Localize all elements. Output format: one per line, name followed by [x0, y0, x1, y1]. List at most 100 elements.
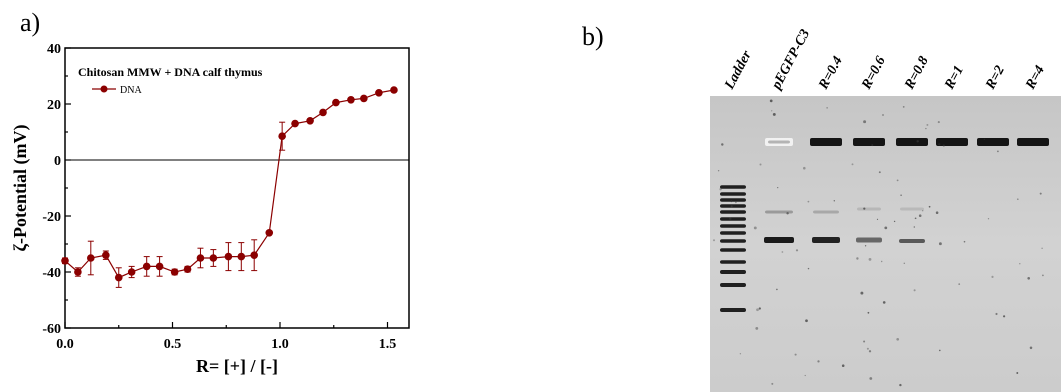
x-axis-label: R= [+] / [-] — [196, 356, 278, 376]
data-point — [209, 254, 218, 262]
gel-speck — [991, 275, 994, 278]
x-tick-label: 0.0 — [56, 337, 74, 352]
gel-speck — [922, 210, 924, 212]
data-point — [183, 265, 192, 274]
faint-band — [900, 207, 924, 211]
gel-speck — [996, 150, 999, 153]
legend-marker — [100, 85, 108, 93]
ladder-band — [720, 239, 746, 243]
gel-speck — [938, 143, 941, 146]
gel-speck — [1019, 263, 1021, 265]
gel-speck — [771, 382, 774, 385]
data-point — [237, 252, 246, 261]
gel-speck — [882, 114, 884, 116]
gel-speck — [719, 188, 722, 191]
lane-label: Ladder — [722, 48, 755, 93]
data-point — [155, 262, 164, 271]
ladder-band — [720, 192, 746, 196]
ladder-band — [720, 224, 746, 228]
gel-speck — [882, 301, 886, 304]
gel-speck — [896, 337, 900, 341]
gel-speck — [755, 326, 759, 330]
gel-bands — [720, 138, 1049, 312]
data-point — [291, 119, 299, 128]
well-band-core — [768, 140, 790, 144]
plasmid-band — [856, 237, 882, 243]
lane-label: R=4 — [1023, 63, 1048, 92]
x-tick-label: 1.0 — [271, 337, 289, 352]
data-point — [114, 273, 123, 282]
panel-b-label: b) — [582, 22, 604, 51]
panel-a-label: a) — [20, 8, 41, 37]
y-tick-label: -60 — [42, 322, 61, 337]
ladder-band — [720, 260, 746, 264]
well-band — [1017, 138, 1049, 146]
lane-label: pEGFP-C3 — [769, 27, 813, 93]
data-point — [347, 96, 355, 104]
chart-title: Chitosan MMW + DNA calf thymus — [78, 65, 263, 79]
gel-speck — [938, 349, 941, 352]
gel-speck — [753, 226, 757, 230]
lane-label: R=0.6 — [859, 54, 889, 93]
ladder-band — [720, 204, 746, 208]
gel-speck — [769, 99, 773, 103]
data-point — [319, 108, 327, 117]
gel-speck — [913, 226, 915, 228]
gel-speck — [876, 218, 879, 221]
gel-speck — [776, 288, 778, 291]
gel-speck — [963, 240, 966, 243]
y-tick-label: 0 — [54, 154, 61, 169]
data-point — [102, 251, 110, 259]
gel-speck — [864, 245, 867, 247]
gel-speck — [1041, 247, 1043, 249]
gel-speck — [1016, 372, 1019, 374]
gel-speck — [926, 123, 929, 126]
well-band — [977, 138, 1009, 146]
gel-speck — [935, 211, 939, 214]
gel-speck — [804, 374, 806, 377]
well-band — [896, 138, 928, 146]
gel-speck — [867, 311, 870, 314]
gel-speck — [759, 163, 762, 166]
ladder-band — [720, 248, 746, 252]
gel-speck — [1027, 276, 1031, 280]
gel-speck — [1002, 315, 1006, 318]
x-ticks: 0.0 0.5 1.0 1.5 — [56, 322, 396, 352]
gel-speck — [856, 257, 859, 260]
y-tick-label: 20 — [47, 98, 61, 113]
y-axis-label: ζ-Potential (mV) — [10, 125, 31, 252]
gel-speck — [868, 350, 872, 353]
faint-band — [813, 210, 839, 214]
gel-speck — [913, 289, 916, 292]
gel-speck — [863, 340, 866, 343]
gel-speck — [866, 347, 869, 350]
data-point — [127, 268, 136, 276]
plasmid-band — [899, 239, 925, 243]
gel-speck — [1042, 274, 1044, 277]
gel-speck — [937, 121, 940, 124]
gel-speck — [918, 214, 922, 217]
y-ticks: -60 -40 -20 0 20 40 — [42, 42, 71, 337]
gel-speck — [868, 257, 872, 261]
gel-speck — [914, 217, 917, 220]
gel-speck — [896, 179, 899, 182]
data-point — [61, 257, 69, 265]
ladder-band — [720, 283, 746, 287]
gel-speck — [730, 200, 733, 203]
data-point — [196, 254, 205, 262]
gel-speck — [903, 262, 906, 265]
data-point — [332, 98, 340, 107]
lane-label: R=0.4 — [816, 54, 846, 93]
gel-speck — [841, 364, 845, 367]
faint-band — [857, 207, 881, 211]
gel-speck — [772, 112, 776, 116]
x-tick-label: 1.5 — [379, 337, 397, 352]
gel-speck — [938, 242, 942, 246]
gel-speck — [739, 353, 742, 355]
gel-speck — [878, 171, 881, 174]
gel-speck — [712, 239, 716, 242]
data-point — [250, 251, 258, 259]
data-point — [306, 117, 314, 125]
data-point — [360, 94, 368, 103]
gel-speck — [833, 200, 835, 202]
